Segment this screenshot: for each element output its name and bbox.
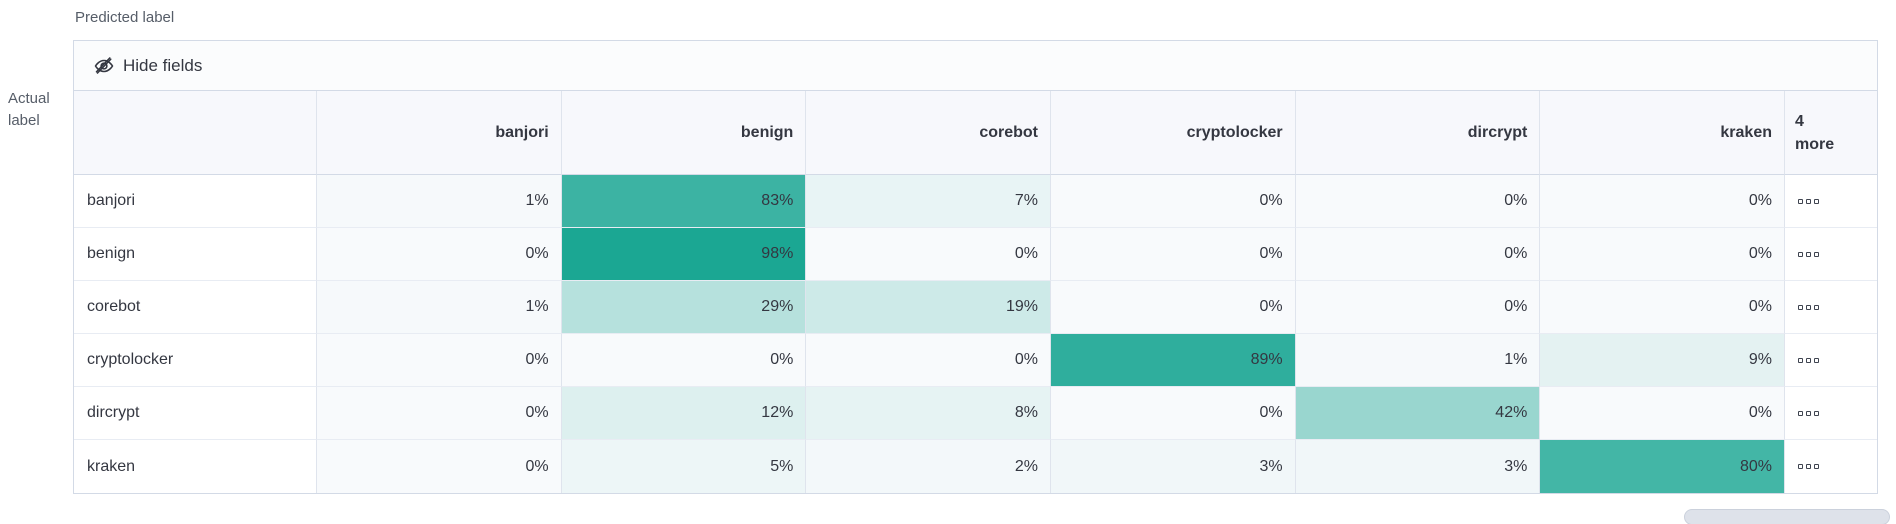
grid-row: benign 0% 98% 0% 0% 0% 0%: [74, 228, 1877, 281]
matrix-cell[interactable]: 3%: [1295, 440, 1541, 493]
matrix-cell[interactable]: 5%: [561, 440, 807, 493]
matrix-cell[interactable]: 0%: [1051, 387, 1296, 440]
corner-header-cell: [74, 91, 317, 175]
matrix-cell[interactable]: 0%: [1051, 281, 1296, 334]
boxes-horizontal-icon: [1798, 198, 1803, 204]
hide-fields-label: Hide fields: [123, 55, 203, 75]
hide-fields-button[interactable]: Hide fields: [94, 56, 202, 76]
matrix-cell[interactable]: 89%: [1051, 334, 1296, 387]
row-actions-button[interactable]: [1798, 357, 1819, 363]
row-actions-cell: [1785, 440, 1877, 493]
row-actions-button[interactable]: [1798, 251, 1819, 257]
boxes-horizontal-icon: [1806, 410, 1811, 416]
boxes-horizontal-icon: [1814, 357, 1819, 363]
eye-closed-icon: [94, 56, 114, 76]
row-actions-cell: [1785, 334, 1877, 387]
row-actions-button[interactable]: [1798, 304, 1819, 310]
matrix-cell[interactable]: 0%: [561, 334, 807, 387]
data-grid: Hide fields banjori benign corebot cryptolo…: [73, 40, 1878, 494]
boxes-horizontal-icon: [1798, 410, 1803, 416]
boxes-horizontal-icon: [1814, 304, 1819, 310]
boxes-horizontal-icon: [1814, 464, 1819, 469]
boxes-horizontal-icon: [1814, 198, 1819, 204]
boxes-horizontal-icon: [1806, 198, 1811, 204]
matrix-cell[interactable]: 8%: [806, 387, 1051, 440]
horizontal-scrollbar-thumb[interactable]: [1684, 509, 1890, 524]
row-actions-cell: [1785, 228, 1877, 281]
matrix-cell[interactable]: 19%: [806, 281, 1051, 334]
matrix-cell[interactable]: 0%: [317, 334, 562, 387]
grid-row: banjori 1% 83% 7% 0% 0% 0%: [74, 175, 1877, 228]
grid-body: banjori benign corebot cryptolocker dircrypt…: [74, 91, 1877, 493]
more-columns-header-line: 4: [1795, 112, 1804, 130]
row-actions-button[interactable]: [1798, 464, 1819, 469]
row-label-cell[interactable]: corebot: [74, 281, 317, 334]
matrix-cell[interactable]: 0%: [1295, 228, 1541, 281]
boxes-horizontal-icon: [1806, 464, 1811, 469]
row-actions-button[interactable]: [1798, 198, 1819, 204]
column-header-corebot[interactable]: corebot: [806, 91, 1051, 175]
row-actions-button[interactable]: [1798, 410, 1819, 416]
boxes-horizontal-icon: [1814, 410, 1819, 416]
grid-toolbar: Hide fields: [74, 41, 1877, 91]
column-header-banjori[interactable]: banjori: [317, 91, 562, 175]
row-label-cell[interactable]: kraken: [74, 440, 317, 493]
matrix-cell[interactable]: 0%: [1540, 228, 1785, 281]
row-label-cell[interactable]: dircrypt: [74, 387, 317, 440]
row-label-cell[interactable]: cryptolocker: [74, 334, 317, 387]
matrix-cell[interactable]: 0%: [317, 387, 562, 440]
boxes-horizontal-icon: [1798, 304, 1803, 310]
column-header-kraken[interactable]: kraken: [1540, 91, 1785, 175]
column-header-dircrypt[interactable]: dircrypt: [1295, 91, 1541, 175]
matrix-cell[interactable]: 29%: [561, 281, 807, 334]
boxes-horizontal-icon: [1814, 251, 1819, 257]
matrix-cell[interactable]: 0%: [1540, 387, 1785, 440]
matrix-cell[interactable]: 0%: [1295, 175, 1541, 228]
boxes-horizontal-icon: [1798, 357, 1803, 363]
row-actions-cell: [1785, 281, 1877, 334]
matrix-cell[interactable]: 9%: [1540, 334, 1785, 387]
row-label-cell[interactable]: benign: [74, 228, 317, 281]
grid-header-row: banjori benign corebot cryptolocker dircrypt…: [74, 91, 1877, 175]
matrix-cell[interactable]: 0%: [806, 334, 1051, 387]
boxes-horizontal-icon: [1798, 464, 1803, 469]
matrix-cell[interactable]: 0%: [1051, 175, 1296, 228]
matrix-cell[interactable]: 83%: [561, 175, 807, 228]
row-actions-cell: [1785, 175, 1877, 228]
matrix-cell[interactable]: 0%: [1295, 281, 1541, 334]
matrix-cell[interactable]: 0%: [1051, 228, 1296, 281]
matrix-cell[interactable]: 1%: [1295, 334, 1541, 387]
matrix-cell[interactable]: 0%: [806, 228, 1051, 281]
matrix-cell[interactable]: 1%: [317, 281, 562, 334]
more-columns-header: 4 more: [1785, 91, 1877, 175]
matrix-cell[interactable]: 42%: [1295, 387, 1541, 440]
matrix-cell[interactable]: 98%: [561, 228, 807, 281]
column-header-benign[interactable]: benign: [561, 91, 807, 175]
grid-row: corebot 1% 29% 19% 0% 0% 0%: [74, 281, 1877, 334]
more-columns-header-line: more: [1795, 135, 1835, 153]
boxes-horizontal-icon: [1806, 304, 1811, 310]
matrix-cell[interactable]: 0%: [1540, 281, 1785, 334]
grid-row: cryptolocker 0% 0% 0% 89% 1% 9%: [74, 334, 1877, 387]
boxes-horizontal-icon: [1806, 251, 1811, 257]
matrix-cell[interactable]: 0%: [1540, 175, 1785, 228]
matrix-cell[interactable]: 2%: [806, 440, 1051, 493]
matrix-cell[interactable]: 0%: [317, 440, 562, 493]
column-header-cryptolocker[interactable]: cryptolocker: [1051, 91, 1296, 175]
matrix-cell[interactable]: 3%: [1051, 440, 1296, 493]
matrix-cell[interactable]: 7%: [806, 175, 1051, 228]
grid-row: dircrypt 0% 12% 8% 0% 42% 0%: [74, 387, 1877, 440]
row-actions-cell: [1785, 387, 1877, 440]
matrix-cell[interactable]: 80%: [1540, 440, 1785, 493]
predicted-axis-label: Predicted label: [75, 9, 175, 26]
boxes-horizontal-icon: [1806, 357, 1811, 363]
grid-row: kraken 0% 5% 2% 3% 3% 80%: [74, 440, 1877, 493]
matrix-cell[interactable]: 1%: [317, 175, 562, 228]
matrix-cell[interactable]: 12%: [561, 387, 807, 440]
actual-axis-label: Actual label: [8, 90, 50, 129]
row-label-cell[interactable]: banjori: [74, 175, 317, 228]
boxes-horizontal-icon: [1798, 251, 1803, 257]
matrix-cell[interactable]: 0%: [317, 228, 562, 281]
